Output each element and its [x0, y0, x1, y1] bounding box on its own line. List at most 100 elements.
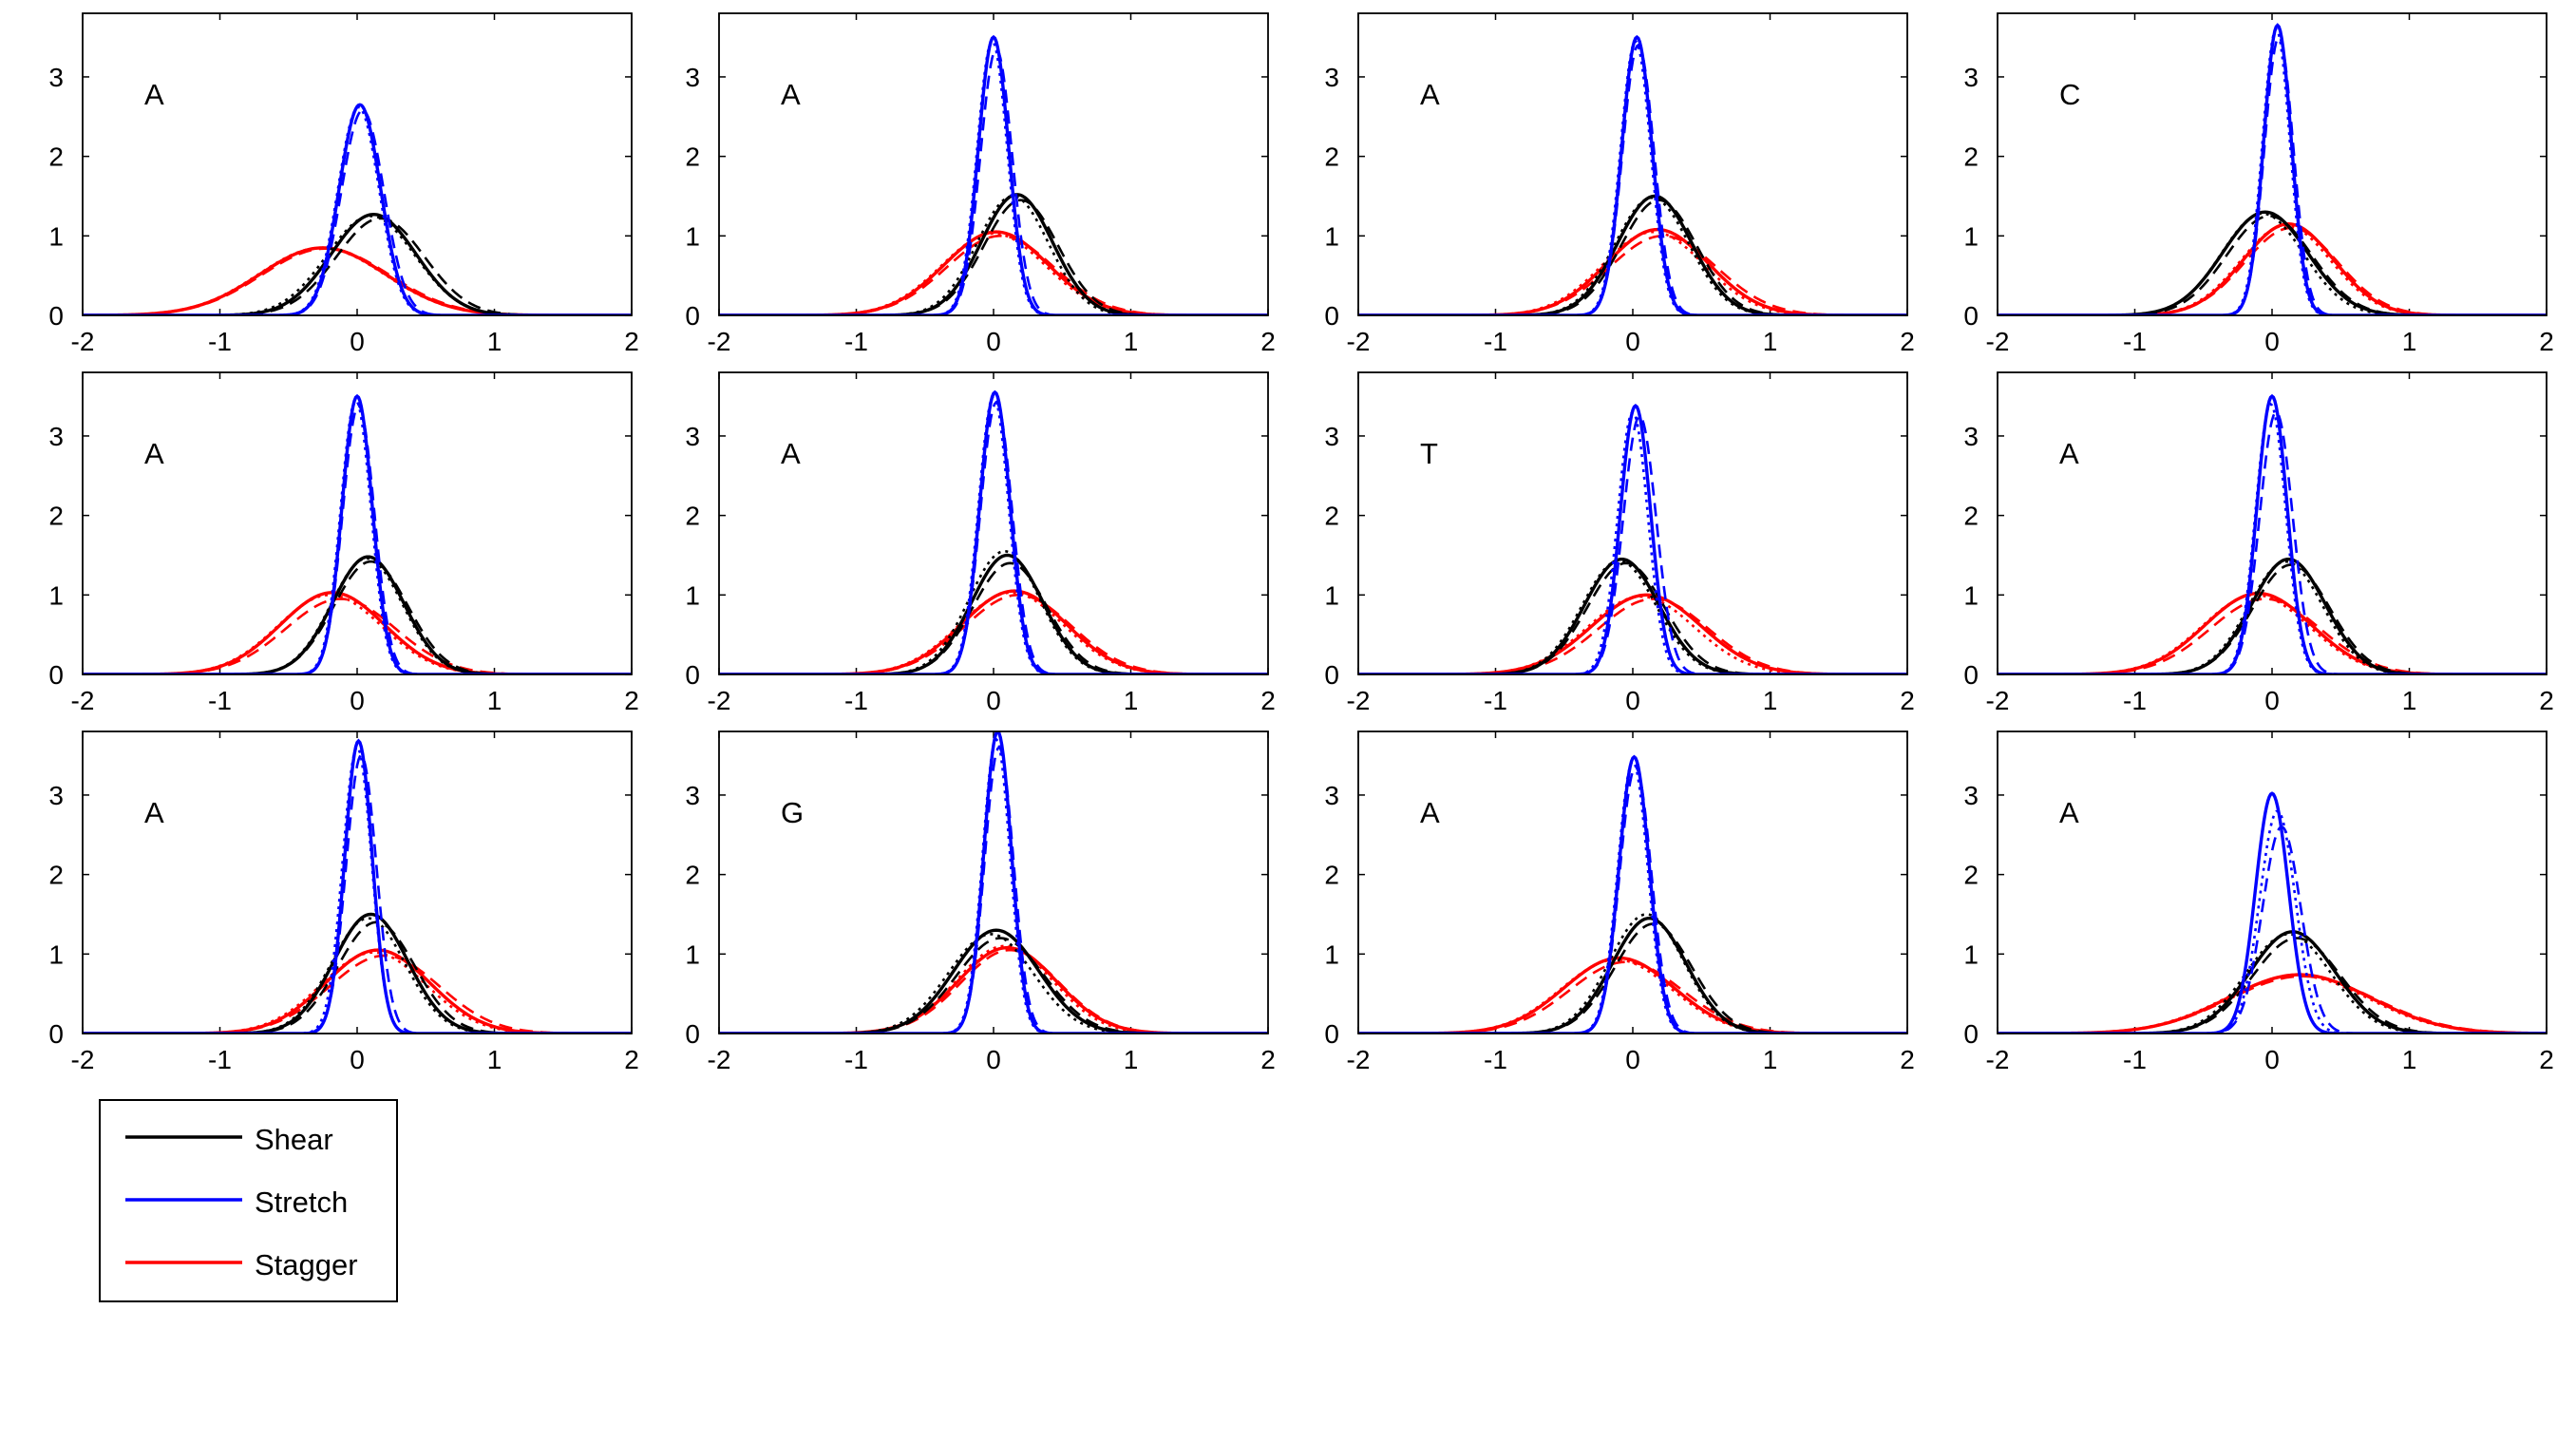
chart-panel-4: -2 -1 0 1 2 0 1 2 3 C — [1963, 12, 2554, 356]
chart-panel-7: -2 -1 0 1 2 0 1 2 3 T — [1324, 371, 1915, 715]
x-tick-label: 1 — [1124, 686, 1139, 715]
x-tick-label: -2 — [1986, 686, 2010, 715]
stretch-curve — [1358, 403, 1907, 674]
y-tick-label: 0 — [48, 301, 64, 331]
x-tick-label: 1 — [1124, 1045, 1139, 1074]
x-tick-label: 1 — [2402, 327, 2417, 356]
x-tick-label: 2 — [2539, 327, 2554, 356]
stretch-curve — [1358, 754, 1907, 1034]
x-tick-label: 2 — [2539, 686, 2554, 715]
panel-annotation: A — [144, 437, 164, 470]
x-tick-label: -1 — [208, 327, 232, 356]
x-tick-label: 0 — [350, 327, 365, 356]
x-tick-label: -2 — [1347, 686, 1371, 715]
chart-panel-2: -2 -1 0 1 2 0 1 2 3 A — [685, 12, 1276, 356]
y-tick-label: 1 — [1963, 221, 1979, 251]
legend-label-stretch: Stretch — [255, 1186, 348, 1219]
chart-panel-8: -2 -1 0 1 2 0 1 2 3 A — [1963, 371, 2554, 715]
x-tick-label: -1 — [1484, 327, 1507, 356]
plot-frame — [1997, 730, 2548, 1034]
y-tick-label: 3 — [48, 422, 64, 451]
panel-annotation: A — [144, 78, 164, 111]
y-tick-label: 2 — [1963, 502, 1979, 531]
y-tick-label: 2 — [48, 861, 64, 890]
stretch-curve-variant-1 — [1998, 410, 2547, 674]
y-tick-label: 2 — [1963, 142, 1979, 172]
panel-annotation: C — [2059, 78, 2080, 111]
y-tick-label: 3 — [1963, 422, 1979, 451]
chart-panel-9: -2 -1 0 1 2 0 1 2 3 A — [48, 730, 639, 1074]
shear-curve — [83, 555, 632, 674]
y-tick-label: 2 — [685, 142, 700, 172]
x-tick-label: -1 — [2123, 1045, 2147, 1074]
chart-panel-12: -2 -1 0 1 2 0 1 2 3 A — [1963, 730, 2554, 1074]
y-tick-label: 1 — [1963, 939, 1979, 969]
y-tick-label: 1 — [48, 580, 64, 610]
stretch-curve-variant-1 — [1998, 35, 2547, 315]
x-tick-label: -2 — [708, 686, 731, 715]
stretch-curve — [1998, 791, 2547, 1034]
x-tick-label: 1 — [1763, 1045, 1778, 1074]
y-tick-label: 0 — [1963, 660, 1979, 690]
x-tick-label: -2 — [71, 327, 95, 356]
y-tick-label: 1 — [1324, 939, 1339, 969]
y-tick-label: 0 — [685, 660, 700, 690]
y-tick-label: 2 — [48, 142, 64, 172]
x-tick-label: 1 — [1763, 327, 1778, 356]
shear-curve-variant-1 — [1358, 561, 1907, 674]
panel-annotation: A — [1420, 796, 1440, 829]
shear-curve — [719, 553, 1268, 674]
shear-curve-variant-1 — [1358, 922, 1907, 1034]
stretch-curve — [719, 389, 1268, 674]
plot-frame — [1357, 371, 1908, 675]
plot-frame — [718, 12, 1269, 316]
y-tick-label: 1 — [48, 221, 64, 251]
x-tick-label: -2 — [708, 327, 731, 356]
x-tick-label: -1 — [2123, 686, 2147, 715]
x-tick-label: 0 — [1625, 1045, 1640, 1074]
y-tick-label: 0 — [48, 660, 64, 690]
stretch-curve-variant-2 — [719, 394, 1268, 674]
chart-panel-11: -2 -1 0 1 2 0 1 2 3 A — [1324, 730, 1915, 1074]
y-tick-label: 3 — [685, 422, 700, 451]
y-tick-label: 2 — [685, 861, 700, 890]
panel-annotation: A — [1420, 78, 1440, 111]
y-tick-label: 0 — [1324, 301, 1339, 331]
y-tick-label: 1 — [1963, 580, 1979, 610]
shear-curve-variant-2 — [83, 917, 632, 1034]
stretch-curve-variant-1 — [83, 108, 632, 315]
shear-curve-variant-1 — [83, 560, 632, 674]
y-tick-label: 2 — [1324, 861, 1339, 890]
y-tick-label: 2 — [1324, 142, 1339, 172]
y-tick-label: 3 — [48, 63, 64, 92]
x-tick-label: 2 — [1900, 686, 1915, 715]
x-tick-label: -1 — [844, 1045, 868, 1074]
legend-label-shear: Shear — [255, 1123, 333, 1156]
y-tick-label: 0 — [685, 1019, 700, 1049]
stretch-curve — [1998, 393, 2547, 674]
panel-annotation: T — [1420, 437, 1438, 470]
stretch-curve — [83, 738, 632, 1034]
y-tick-label: 0 — [1324, 1019, 1339, 1049]
x-tick-label: 0 — [350, 1045, 365, 1074]
x-tick-label: 1 — [1763, 686, 1778, 715]
y-tick-label: 2 — [1963, 861, 1979, 890]
plot-frame — [1997, 371, 2548, 675]
y-tick-label: 1 — [1324, 580, 1339, 610]
y-tick-label: 1 — [48, 939, 64, 969]
y-tick-label: 0 — [1963, 1019, 1979, 1049]
y-tick-label: 0 — [48, 1019, 64, 1049]
shear-curve-variant-2 — [83, 215, 632, 315]
y-tick-label: 1 — [685, 580, 700, 610]
panels-grid: -2 -1 0 1 2 0 1 2 3 A -2 -1 0 1 2 0 1 2 3 A -2 -1 0 1 2 0 1 2 3 A -2 -1… — [48, 12, 2554, 1074]
y-tick-label: 3 — [1963, 63, 1979, 92]
x-tick-label: -1 — [2123, 327, 2147, 356]
x-tick-label: 2 — [1260, 327, 1276, 356]
x-tick-label: 2 — [1900, 327, 1915, 356]
x-tick-label: 2 — [2539, 1045, 2554, 1074]
y-tick-label: 3 — [1324, 781, 1339, 810]
x-tick-label: 2 — [1900, 1045, 1915, 1074]
plot-frame — [718, 730, 1269, 1034]
plot-frame — [82, 12, 633, 316]
